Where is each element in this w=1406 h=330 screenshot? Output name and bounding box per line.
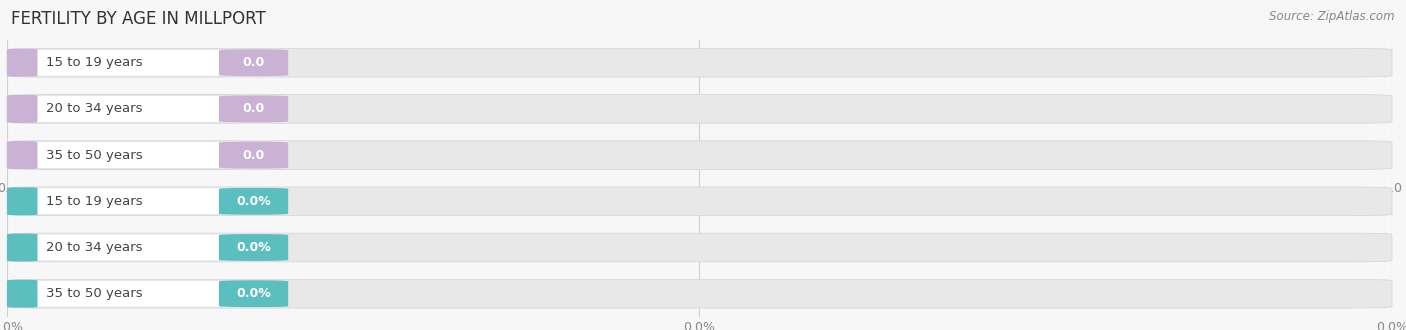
FancyBboxPatch shape <box>3 95 42 123</box>
FancyBboxPatch shape <box>219 188 288 215</box>
FancyBboxPatch shape <box>3 280 42 308</box>
Text: 0.0%: 0.0% <box>236 287 271 300</box>
FancyBboxPatch shape <box>7 95 1392 123</box>
Text: 15 to 19 years: 15 to 19 years <box>46 56 142 69</box>
FancyBboxPatch shape <box>3 49 42 77</box>
Text: 20 to 34 years: 20 to 34 years <box>46 241 142 254</box>
Text: 20 to 34 years: 20 to 34 years <box>46 102 142 115</box>
Text: 0.0%: 0.0% <box>236 241 271 254</box>
FancyBboxPatch shape <box>219 49 288 76</box>
FancyBboxPatch shape <box>10 49 280 76</box>
Text: 35 to 50 years: 35 to 50 years <box>46 287 142 300</box>
FancyBboxPatch shape <box>219 142 288 169</box>
FancyBboxPatch shape <box>10 142 280 169</box>
FancyBboxPatch shape <box>219 234 288 261</box>
FancyBboxPatch shape <box>10 95 280 122</box>
FancyBboxPatch shape <box>7 187 1392 215</box>
FancyBboxPatch shape <box>7 49 1392 77</box>
Text: FERTILITY BY AGE IN MILLPORT: FERTILITY BY AGE IN MILLPORT <box>11 10 266 28</box>
Text: 0.0: 0.0 <box>242 56 264 69</box>
FancyBboxPatch shape <box>3 141 42 169</box>
Text: Source: ZipAtlas.com: Source: ZipAtlas.com <box>1270 10 1395 23</box>
FancyBboxPatch shape <box>219 280 288 307</box>
FancyBboxPatch shape <box>3 187 42 215</box>
Text: 0.0: 0.0 <box>242 102 264 115</box>
FancyBboxPatch shape <box>7 233 1392 262</box>
Text: 15 to 19 years: 15 to 19 years <box>46 195 142 208</box>
Text: 35 to 50 years: 35 to 50 years <box>46 148 142 162</box>
FancyBboxPatch shape <box>3 233 42 262</box>
FancyBboxPatch shape <box>7 280 1392 308</box>
FancyBboxPatch shape <box>10 280 280 307</box>
Text: 0.0: 0.0 <box>242 148 264 162</box>
FancyBboxPatch shape <box>10 188 280 215</box>
Text: 0.0%: 0.0% <box>236 195 271 208</box>
FancyBboxPatch shape <box>219 95 288 122</box>
FancyBboxPatch shape <box>10 234 280 261</box>
FancyBboxPatch shape <box>7 141 1392 169</box>
